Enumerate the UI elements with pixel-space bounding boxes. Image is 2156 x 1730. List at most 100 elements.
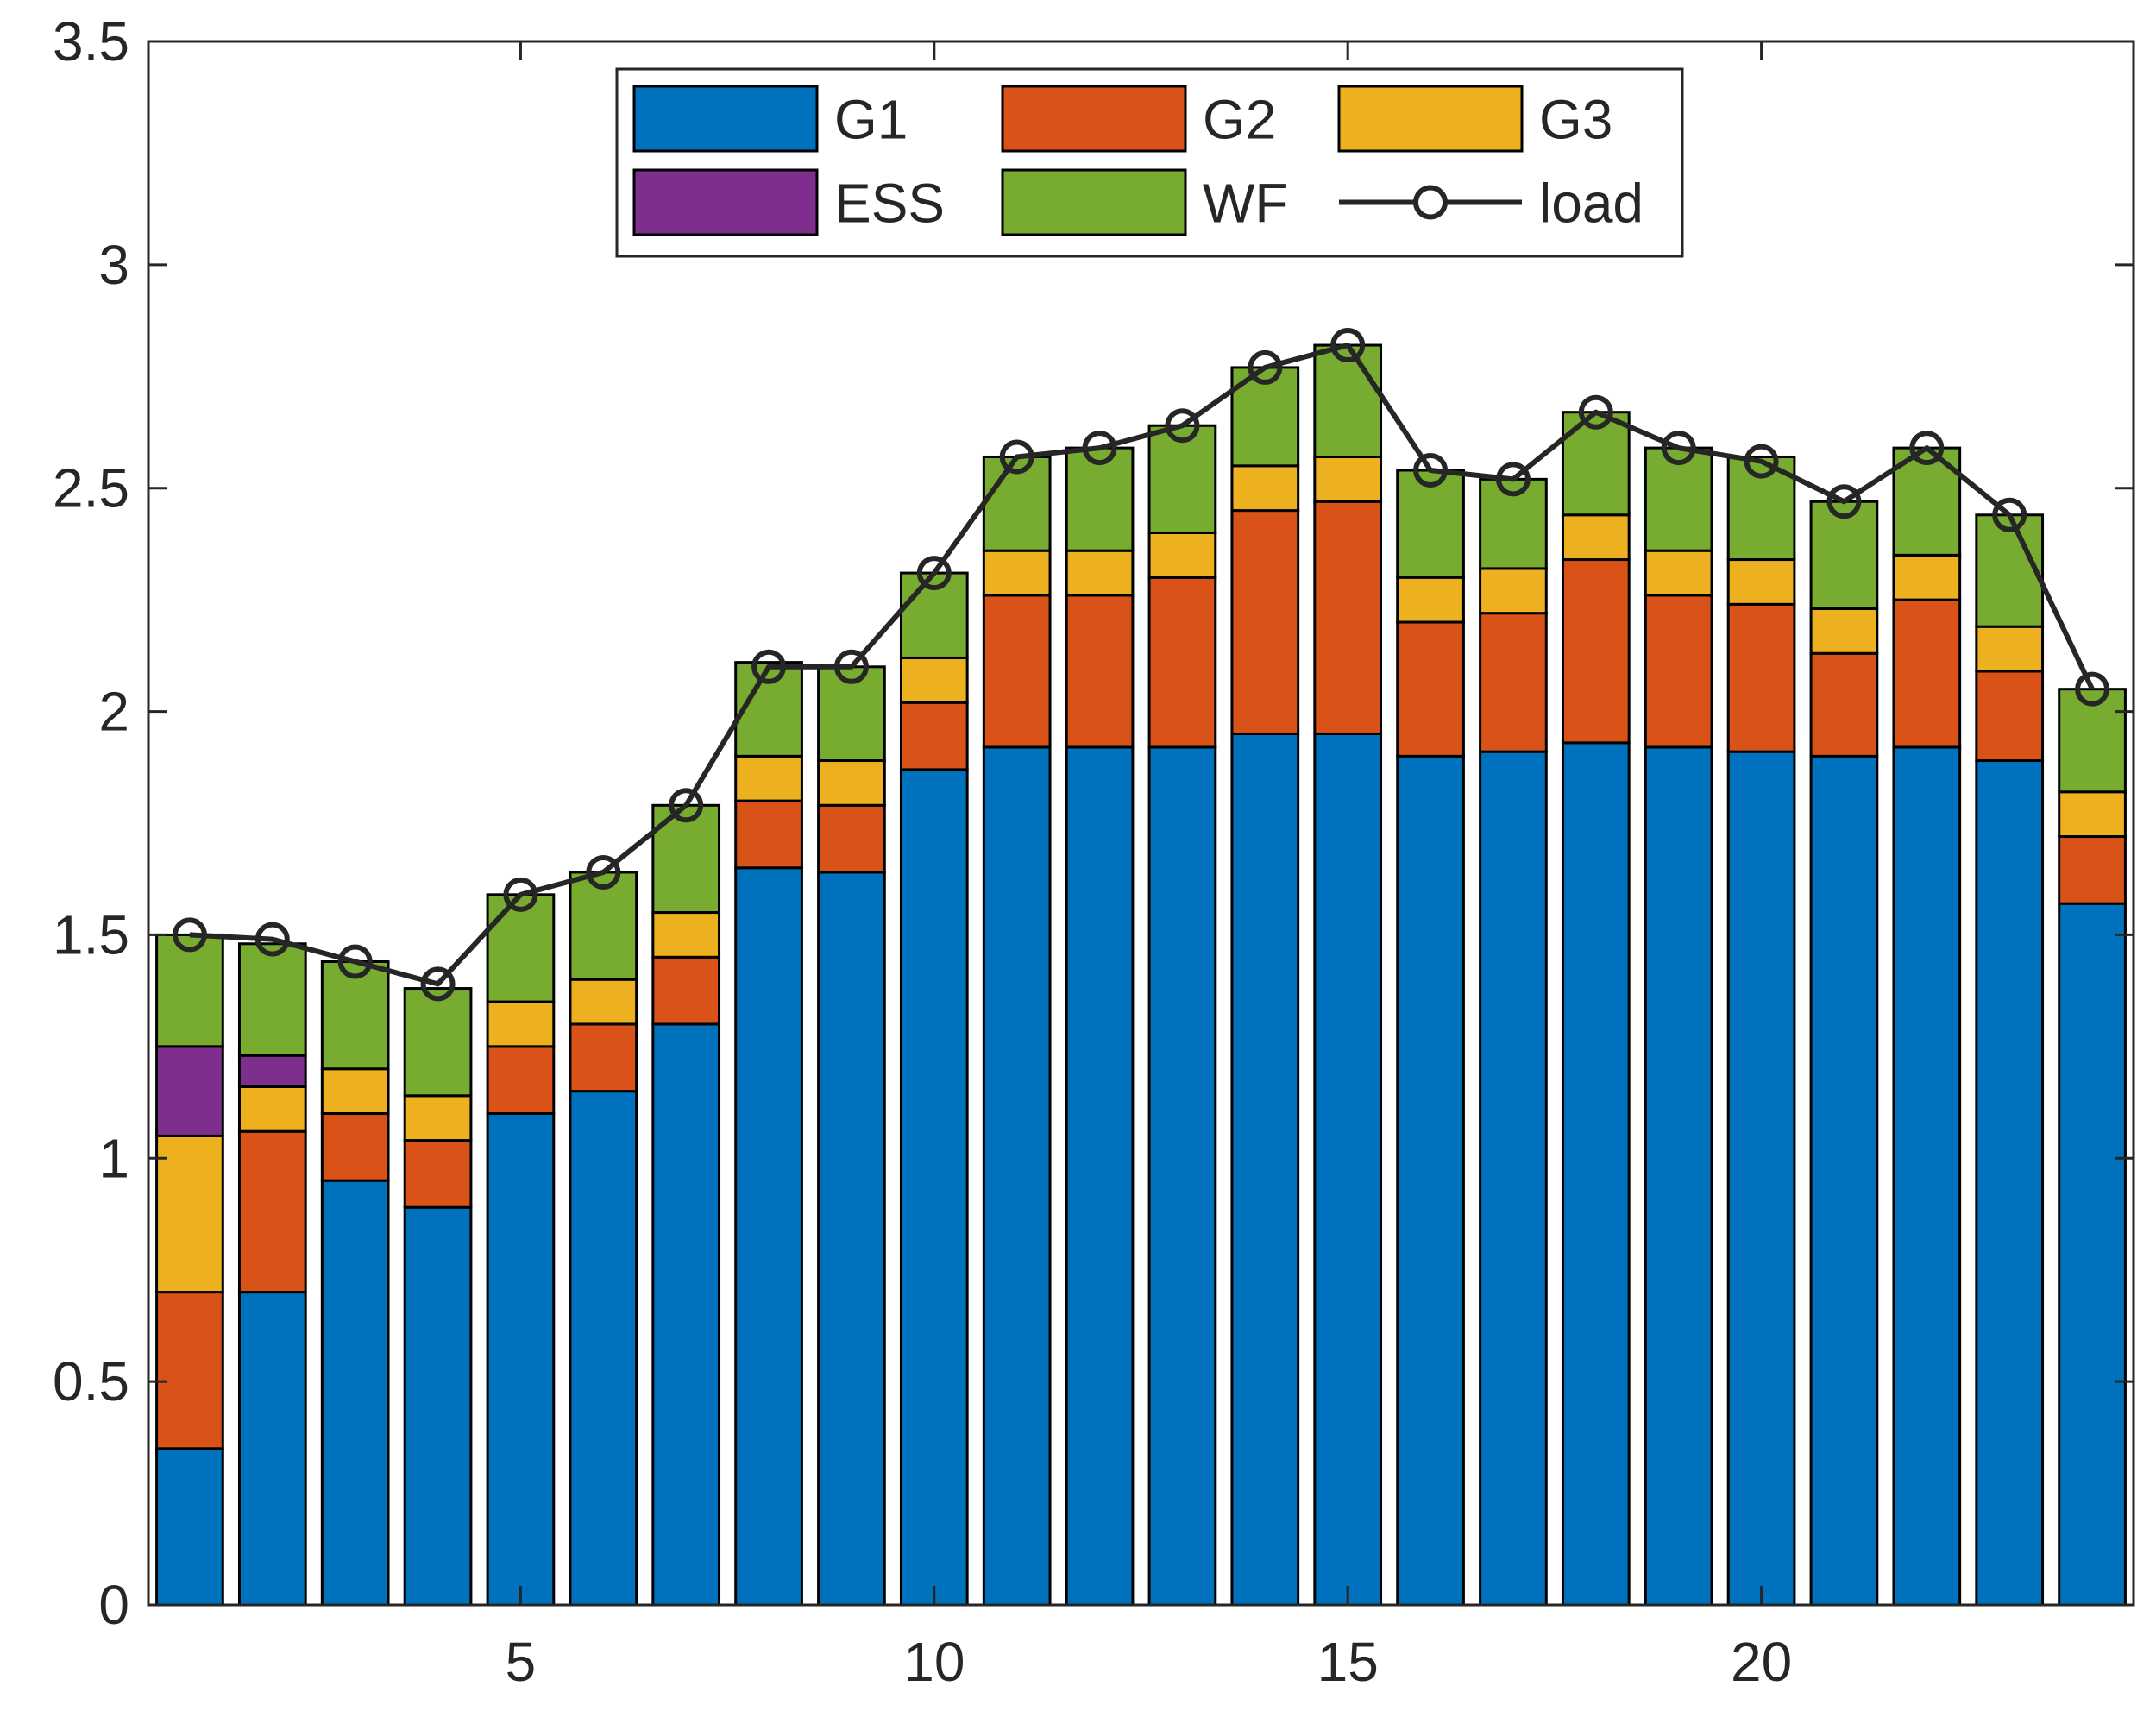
bar-g1-14 [1232,733,1298,1605]
bar-g3-14 [1232,466,1298,511]
bar-g1-3 [322,1180,388,1605]
bar-g1-18 [1562,743,1629,1605]
bar-g1-16 [1398,756,1464,1605]
bar-g1-13 [1149,747,1216,1605]
bar-g3-17 [1480,569,1547,613]
legend-label-wf: WF [1203,173,1289,235]
y-tick-label: 3.5 [53,10,129,72]
bar-g3-2 [239,1086,305,1131]
bar-g2-2 [239,1131,305,1292]
x-tick-label: 15 [1317,1631,1379,1693]
bar-g3-6 [570,979,637,1024]
y-tick-label: 3 [98,234,129,296]
legend-label-g2: G2 [1203,89,1276,151]
bar-g3-20 [1728,560,1795,605]
bar-g3-19 [1645,550,1712,595]
x-tick-label: 5 [506,1631,537,1693]
stacked-bar-chart: 00.511.522.533.55 10 15 20 G1 G2 G3ESS WF load [0,0,2156,1730]
bar-g2-19 [1645,595,1712,747]
y-tick-label: 2.5 [53,457,129,519]
bar-g3-4 [405,1096,471,1141]
bar-g3-13 [1149,532,1216,577]
legend-swatch-g2 [1003,86,1185,151]
bar-g3-5 [487,1002,554,1047]
legend: G1 G2 G3 ESS WF load [617,69,1682,256]
bar-g1-24 [2059,903,2126,1605]
y-tick-label: 0.5 [53,1350,129,1412]
bar-g3-15 [1315,456,1381,501]
bar-g1-2 [239,1293,305,1605]
bar-g2-4 [405,1141,471,1208]
bar-ess-2 [239,1055,305,1086]
bar-g2-12 [1066,595,1133,747]
legend-swatch-g3 [1339,86,1522,151]
legend-swatch-ess [634,170,817,235]
bar-g3-23 [1977,626,2043,671]
bar-g1-20 [1728,752,1795,1605]
bar-g2-21 [1811,653,1877,756]
bar-g2-16 [1398,622,1464,756]
bar-g1-15 [1315,733,1381,1605]
bar-g1-6 [570,1091,637,1605]
bar-ess-1 [157,1047,223,1136]
bar-g3-11 [984,550,1050,595]
bar-g2-9 [819,805,885,872]
bar-g2-13 [1149,577,1216,747]
bar-g3-16 [1398,577,1464,622]
bar-g3-9 [819,761,885,806]
bar-g2-11 [984,595,1050,747]
bar-g1-19 [1645,747,1712,1605]
bar-g1-5 [487,1114,554,1605]
legend-marker-load [1416,188,1445,217]
bar-g3-24 [2059,792,2126,837]
legend-label-load: load [1539,173,1644,235]
legend-label-ess: ESS [834,173,945,235]
bar-g2-23 [1977,671,2043,761]
bar-g2-3 [322,1114,388,1181]
bar-g2-18 [1562,560,1629,743]
bar-g3-12 [1066,550,1133,595]
bar-g3-8 [736,756,802,801]
bar-g1-10 [901,770,967,1605]
bar-g1-8 [736,868,802,1605]
y-tick-label: 0 [98,1574,129,1636]
bar-g3-10 [901,657,967,702]
y-tick-label: 1 [98,1127,129,1189]
bar-g2-20 [1728,604,1795,752]
x-tick-label: 20 [1731,1631,1792,1693]
bar-wf-2 [239,944,305,1055]
bar-g1-23 [1977,761,2043,1605]
bar-g3-18 [1562,515,1629,560]
bar-wf-4 [405,989,471,1096]
bar-g1-17 [1480,752,1547,1605]
bar-g2-17 [1480,613,1547,752]
bar-g1-12 [1066,747,1133,1605]
y-tick-label: 1.5 [53,903,129,966]
bar-g2-1 [157,1293,223,1449]
bar-g2-15 [1315,501,1381,733]
legend-swatch-g1 [634,86,817,151]
bar-g2-8 [736,801,802,868]
bar-g1-7 [653,1024,720,1605]
legend-swatch-wf [1003,170,1185,235]
legend-label-g1: G1 [834,89,908,151]
bar-g3-7 [653,913,720,958]
bar-g1-4 [405,1207,471,1605]
bar-g1-1 [157,1449,223,1605]
bar-g1-9 [819,872,885,1605]
bar-g3-3 [322,1069,388,1114]
bar-g2-10 [901,702,967,770]
bar-g2-24 [2059,837,2126,904]
bar-g2-5 [487,1047,554,1114]
bar-g2-6 [570,1024,637,1091]
legend-label-g3: G3 [1539,89,1612,151]
bar-g1-22 [1894,747,1960,1605]
bar-g3-21 [1811,608,1877,653]
bar-g1-21 [1811,756,1877,1605]
bar-g2-14 [1232,511,1298,734]
bar-g2-7 [653,957,720,1024]
y-tick-label: 2 [98,681,129,743]
bar-g2-22 [1894,600,1960,747]
bar-g3-22 [1894,555,1960,600]
bar-g1-11 [984,747,1050,1605]
